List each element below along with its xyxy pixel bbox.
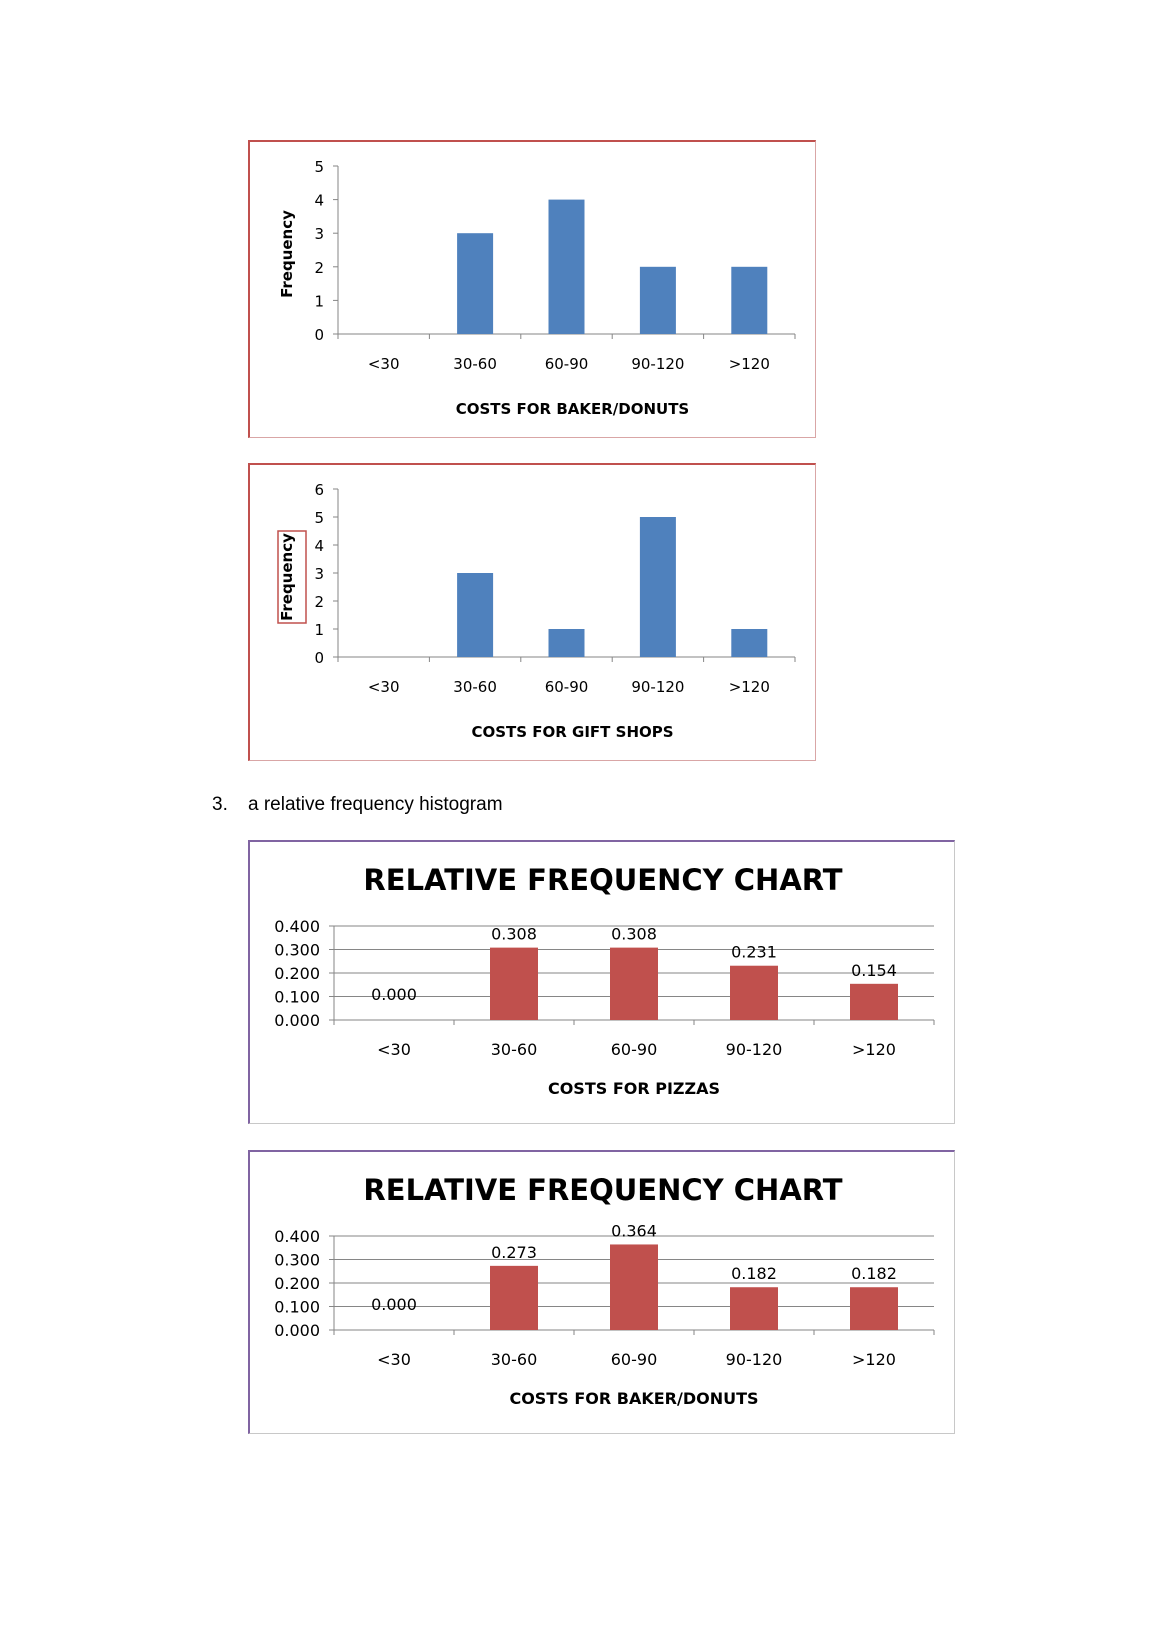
y-axis-title: Frequency bbox=[278, 210, 296, 298]
y-tick-label: 0.100 bbox=[274, 1298, 320, 1317]
x-tick-label: <30 bbox=[368, 355, 400, 373]
x-tick-label: 60-90 bbox=[545, 355, 589, 373]
relative-frequency-chart-pizzas: RELATIVE FREQUENCY CHART 0.000 0.100 0.200 0… bbox=[248, 840, 955, 1124]
data-label: 0.154 bbox=[851, 961, 897, 980]
x-tick-label: 30-60 bbox=[453, 678, 497, 696]
x-tick-label: 30-60 bbox=[491, 1350, 538, 1369]
y-tick-label: 0.200 bbox=[274, 1274, 320, 1293]
section-heading: 3. a relative frequency histogram bbox=[212, 794, 503, 816]
data-label: 0.273 bbox=[491, 1243, 537, 1262]
y-tick-label: 0.000 bbox=[274, 1321, 320, 1340]
bar bbox=[850, 983, 898, 1020]
y-tick-label: 6 bbox=[314, 481, 324, 499]
y-tick-label: 0 bbox=[314, 649, 324, 667]
x-axis-title: COSTS FOR BAKER/DONUTS bbox=[509, 1389, 758, 1408]
x-tick-label: <30 bbox=[377, 1040, 411, 1059]
data-label: 0.308 bbox=[491, 925, 537, 944]
x-tick-label: 60-90 bbox=[611, 1350, 658, 1369]
data-label: 0.182 bbox=[731, 1264, 777, 1283]
bar bbox=[457, 573, 494, 657]
data-label: 0.364 bbox=[611, 1221, 657, 1240]
x-tick-label: 90-120 bbox=[726, 1350, 783, 1369]
x-tick-label: >120 bbox=[729, 678, 770, 696]
bar bbox=[731, 266, 768, 334]
chart-svg: 0 1 2 3 4 5 <30 30-60 60-90 90-120 >120 COSTS FOR B… bbox=[278, 158, 796, 418]
y-tick-label: 0.000 bbox=[274, 1011, 320, 1030]
chart-svg: RELATIVE FREQUENCY CHART 0.000 0.100 0.200 0… bbox=[274, 863, 935, 1098]
section-number: 3. bbox=[212, 794, 228, 815]
x-tick-label: 30-60 bbox=[491, 1040, 538, 1059]
frequency-chart-baker-donuts: 0 1 2 3 4 5 <30 30-60 60-90 90-120 >120 COSTS FOR B… bbox=[248, 140, 816, 438]
x-tick-label: 30-60 bbox=[453, 355, 497, 373]
bar bbox=[850, 1287, 898, 1330]
x-tick-label: <30 bbox=[368, 678, 400, 696]
y-tick-label: 0.100 bbox=[274, 988, 320, 1007]
chart-title: RELATIVE FREQUENCY CHART bbox=[363, 863, 842, 897]
chart-title: RELATIVE FREQUENCY CHART bbox=[363, 1173, 842, 1207]
x-tick-label: >120 bbox=[729, 355, 770, 373]
y-tick-label: 4 bbox=[314, 192, 324, 210]
bar bbox=[730, 1287, 778, 1330]
y-tick-label: 3 bbox=[314, 225, 324, 243]
y-tick-label: 5 bbox=[314, 509, 324, 527]
x-axis-title: COSTS FOR PIZZAS bbox=[548, 1079, 720, 1098]
x-tick-label: 90-120 bbox=[631, 355, 684, 373]
data-label: 0.000 bbox=[371, 1295, 417, 1314]
y-tick-label: 5 bbox=[314, 158, 324, 176]
data-label: 0.000 bbox=[371, 985, 417, 1004]
bar bbox=[730, 965, 778, 1020]
bar bbox=[490, 1265, 538, 1330]
bar bbox=[610, 947, 658, 1020]
y-tick-label: 0.300 bbox=[274, 1251, 320, 1270]
relative-frequency-chart-baker-donuts: RELATIVE FREQUENCY CHART 0.000 0.100 0.200 0… bbox=[248, 1150, 955, 1434]
y-tick-label: 1 bbox=[314, 292, 324, 310]
y-tick-label: 0.400 bbox=[274, 917, 320, 936]
x-axis-title: COSTS FOR BAKER/DONUTS bbox=[456, 400, 690, 418]
bar bbox=[639, 266, 676, 334]
x-tick-label: 90-120 bbox=[726, 1040, 783, 1059]
bar bbox=[548, 199, 585, 334]
x-tick-label: >120 bbox=[852, 1350, 896, 1369]
y-tick-label: 3 bbox=[314, 565, 324, 583]
bar bbox=[639, 517, 676, 657]
chart-svg: RELATIVE FREQUENCY CHART 0.000 0.100 0.200 0… bbox=[274, 1173, 935, 1408]
x-tick-label: >120 bbox=[852, 1040, 896, 1059]
data-label: 0.231 bbox=[731, 943, 777, 962]
bar bbox=[548, 629, 585, 657]
x-tick-label: <30 bbox=[377, 1350, 411, 1369]
x-tick-label: 90-120 bbox=[631, 678, 684, 696]
y-tick-label: 0.200 bbox=[274, 964, 320, 983]
y-tick-label: 0.300 bbox=[274, 941, 320, 960]
data-label: 0.182 bbox=[851, 1264, 897, 1283]
bar bbox=[490, 947, 538, 1020]
x-tick-label: 60-90 bbox=[611, 1040, 658, 1059]
y-tick-label: 2 bbox=[314, 593, 324, 611]
y-tick-label: 1 bbox=[314, 621, 324, 639]
section-text: a relative frequency histogram bbox=[248, 794, 503, 815]
y-axis-title-frame bbox=[277, 530, 307, 624]
chart-svg: 0 1 2 3 4 5 6 <30 30-60 60-90 90-120 >120 COSTS FOR … bbox=[277, 481, 796, 741]
bar bbox=[731, 629, 768, 657]
x-tick-label: 60-90 bbox=[545, 678, 589, 696]
y-axis-title: Frequency bbox=[278, 533, 296, 621]
y-tick-label: 0 bbox=[314, 326, 324, 344]
x-axis-title: COSTS FOR GIFT SHOPS bbox=[471, 723, 673, 741]
bar bbox=[610, 1244, 658, 1330]
y-tick-label: 2 bbox=[314, 259, 324, 277]
bar bbox=[457, 233, 494, 334]
y-tick-label: 4 bbox=[314, 537, 324, 555]
data-label: 0.308 bbox=[611, 925, 657, 944]
y-tick-label: 0.400 bbox=[274, 1227, 320, 1246]
frequency-chart-gift-shops: 0 1 2 3 4 5 6 <30 30-60 60-90 90-120 >120 COSTS FOR … bbox=[248, 463, 816, 761]
